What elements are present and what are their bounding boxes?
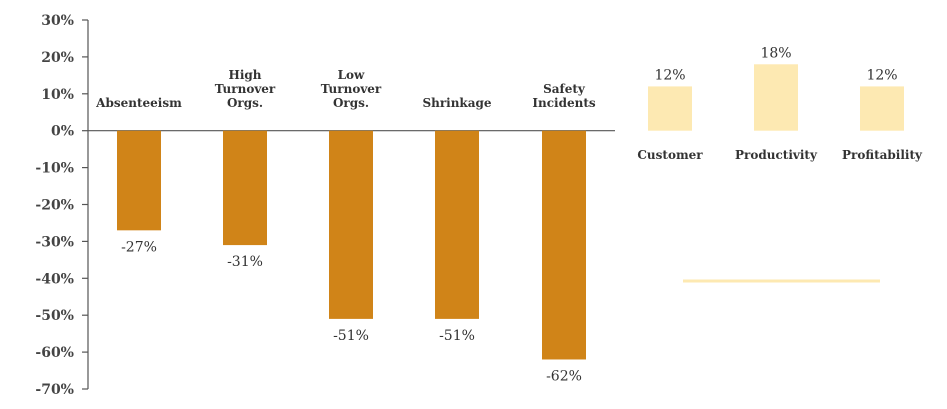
category-label: Customer (637, 148, 703, 162)
category-label-line: Orgs. (333, 96, 369, 110)
category-label-line: Productivity (735, 148, 818, 162)
category-label-line: Turnover (321, 82, 382, 96)
y-tick-label: -70% (35, 382, 74, 398)
bar (435, 130, 479, 319)
y-tick-label: -30% (35, 234, 74, 250)
category-label-line: Orgs. (227, 96, 263, 110)
bar (648, 86, 692, 131)
category-label-line: High (228, 68, 261, 82)
y-axis: 30% 20% 10% 0% -10% -20% -30% -40% -50% -60% -70% (35, 13, 615, 398)
y-tick-label: -40% (35, 271, 74, 287)
data-label: -62% (546, 368, 582, 384)
data-label: -51% (333, 328, 369, 344)
category-label-line: Customer (637, 148, 703, 162)
data-label: 12% (654, 67, 685, 83)
data-label: -27% (121, 239, 157, 255)
bar (329, 130, 373, 319)
category-label-line: Profitability (842, 148, 923, 162)
category-label: Safety Incidents (532, 82, 595, 110)
category-label: Shrinkage (422, 96, 491, 110)
data-label: 12% (866, 67, 897, 83)
y-tick-label: -10% (35, 161, 74, 177)
category-label: Absenteeism (95, 96, 182, 110)
y-tick-label: 20% (41, 50, 74, 66)
category-label-line: Absenteeism (95, 96, 182, 110)
category-label: Profitability (842, 148, 923, 162)
bar (860, 86, 904, 131)
data-label: 18% (760, 45, 791, 61)
y-tick-label: 30% (41, 13, 74, 29)
labels: -27%Absenteeism-31%High Turnover Orgs.-51%… (95, 45, 923, 384)
y-tick-label: -50% (35, 308, 74, 324)
data-label: -51% (439, 328, 475, 344)
bar (542, 130, 586, 360)
bar (117, 130, 161, 231)
category-label: High Turnover Orgs. (215, 68, 276, 110)
category-label-line: Shrinkage (422, 96, 491, 110)
bars (117, 64, 904, 360)
y-tick-label: -60% (35, 345, 74, 361)
category-label-line: Turnover (215, 82, 276, 96)
y-tick-label: 10% (41, 87, 74, 103)
bar (754, 64, 798, 131)
category-label: Low Turnover Orgs. (321, 68, 382, 110)
category-label-line: Low (338, 68, 365, 82)
category-label-line: Safety (543, 82, 586, 96)
data-label: -31% (227, 254, 263, 270)
y-tick-label: -20% (35, 198, 74, 214)
y-tick-label: 0% (51, 124, 74, 140)
bar (223, 130, 267, 246)
category-label-line: Incidents (532, 96, 595, 110)
category-label: Productivity (735, 148, 818, 162)
